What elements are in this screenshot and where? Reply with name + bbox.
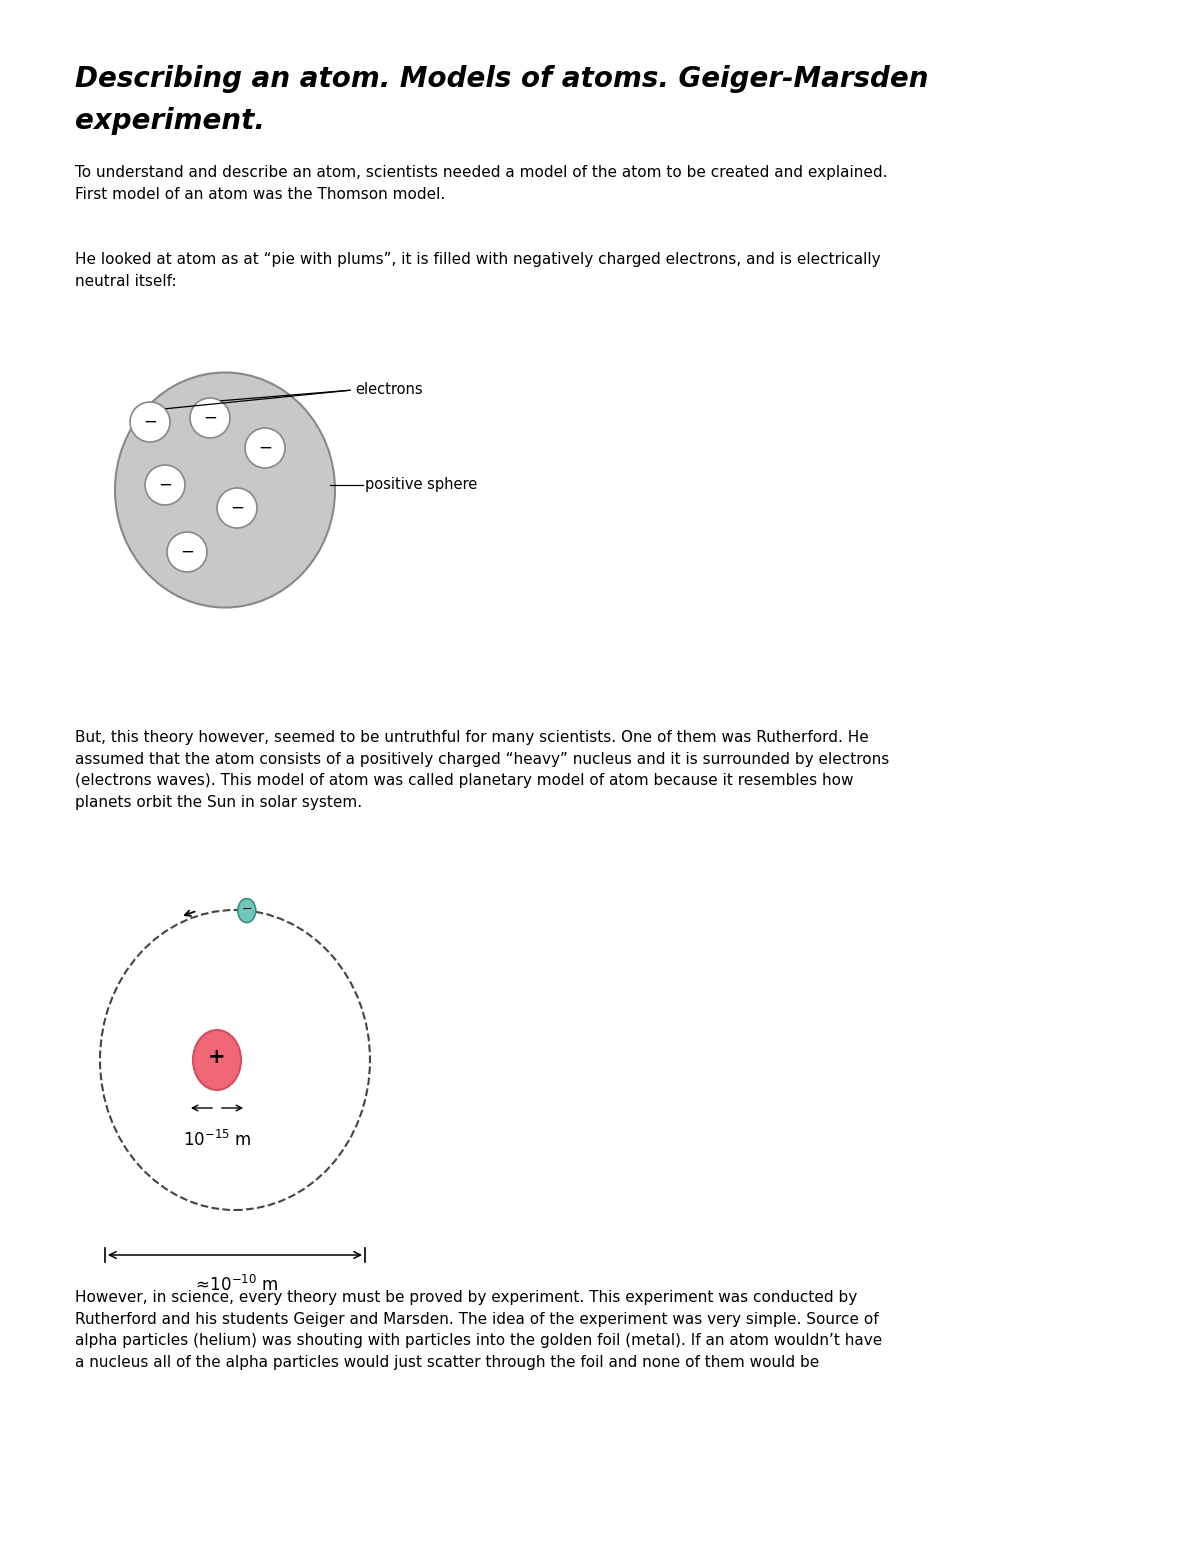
Text: +: + (208, 1047, 226, 1067)
Text: −: − (230, 499, 244, 517)
Text: But, this theory however, seemed to be untruthful for many scientists. One of th: But, this theory however, seemed to be u… (74, 730, 889, 809)
Text: −: − (241, 904, 252, 916)
Text: −: − (258, 439, 272, 457)
Text: Describing an atom. Models of atoms. Geiger-Marsden: Describing an atom. Models of atoms. Gei… (74, 65, 929, 93)
Circle shape (130, 402, 170, 443)
Text: To understand and describe an atom, scientists needed a model of the atom to be : To understand and describe an atom, scie… (74, 165, 888, 202)
Ellipse shape (115, 373, 335, 607)
Circle shape (245, 429, 286, 467)
Text: positive sphere: positive sphere (365, 477, 478, 492)
Circle shape (167, 533, 208, 572)
Circle shape (145, 464, 185, 505)
Text: −: − (203, 408, 217, 427)
Circle shape (190, 398, 230, 438)
Ellipse shape (238, 899, 256, 922)
Text: $\approx\!10^{-10}$ m: $\approx\!10^{-10}$ m (192, 1275, 278, 1295)
Text: −: − (180, 544, 194, 561)
Text: electrons: electrons (355, 382, 422, 398)
Text: −: − (143, 413, 157, 432)
Text: experiment.: experiment. (74, 107, 265, 135)
Ellipse shape (193, 1030, 241, 1090)
Text: $10^{-15}$ m: $10^{-15}$ m (182, 1131, 251, 1151)
Circle shape (217, 488, 257, 528)
Text: However, in science, every theory must be proved by experiment. This experiment : However, in science, every theory must b… (74, 1291, 882, 1370)
Text: He looked at atom as at “pie with plums”, it is filled with negatively charged e: He looked at atom as at “pie with plums”… (74, 252, 881, 289)
Text: −: − (158, 477, 172, 494)
